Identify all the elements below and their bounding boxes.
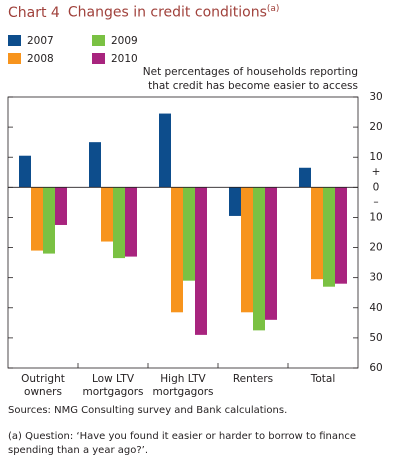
legend-label: 2007 xyxy=(27,35,54,47)
y-tick-label: 50 xyxy=(369,332,382,344)
axis-note: Net percentages of households reporting xyxy=(143,66,358,78)
bar xyxy=(299,167,311,188)
footnote: (a) Question: ‘Have you found it easier … xyxy=(8,431,356,456)
x-tick-label: High LTV mortgagors xyxy=(152,373,214,398)
axis-sign: + xyxy=(372,166,381,178)
legend-label: 2009 xyxy=(111,35,138,47)
axis-note: that credit has become easier to access xyxy=(148,80,358,92)
bar xyxy=(101,187,113,242)
x-tick-label: Low LTV mortgagors xyxy=(82,373,144,398)
y-tick-label: 10 xyxy=(369,151,382,163)
sources: Sources: NMG Consulting survey and Bank … xyxy=(8,405,288,416)
bar xyxy=(171,187,183,313)
bar xyxy=(335,187,347,284)
bar xyxy=(55,187,67,225)
y-tick-label: 30 xyxy=(369,272,382,284)
bar xyxy=(19,155,31,188)
bar xyxy=(159,113,171,188)
chart-title: Chart 4 Changes in credit conditions(a) xyxy=(8,4,279,21)
chart-number: Chart 4 xyxy=(8,4,60,21)
y-tick-label: 0 xyxy=(373,181,380,193)
chart: Net percentages of households reporting … xyxy=(7,35,383,374)
axis-sign: – xyxy=(373,196,378,208)
y-tick-label: 30 xyxy=(369,91,382,103)
bar xyxy=(113,187,125,259)
bar xyxy=(183,187,195,281)
bar xyxy=(31,187,43,251)
legend-label: 2010 xyxy=(111,53,138,65)
title-text: Changes in credit conditions xyxy=(67,4,267,21)
plot-frame xyxy=(7,96,359,369)
x-tick-label: Total xyxy=(310,373,336,385)
bar xyxy=(253,187,265,331)
bar xyxy=(43,187,55,254)
bar xyxy=(311,187,323,280)
x-tick-label: Renters xyxy=(232,373,274,385)
legend-swatch xyxy=(8,35,21,46)
y-tick-label: 10 xyxy=(369,211,382,223)
legend-swatch xyxy=(92,53,105,64)
y-tick-label: 20 xyxy=(369,121,382,133)
legend-label: 2008 xyxy=(27,53,54,65)
x-tick-label: Outright owners xyxy=(21,373,65,398)
y-tick-label: 60 xyxy=(369,362,382,374)
legend-swatch xyxy=(8,53,21,64)
bar xyxy=(265,187,277,320)
y-tick-label: 20 xyxy=(369,242,382,254)
bar xyxy=(241,187,253,313)
bar xyxy=(229,187,241,216)
title-footnote-mark: (a) xyxy=(266,4,280,14)
bar xyxy=(195,187,207,335)
bar xyxy=(323,187,335,287)
bar xyxy=(125,187,137,257)
bar xyxy=(89,142,101,188)
legend-swatch xyxy=(92,35,105,46)
y-tick-label: 40 xyxy=(369,302,382,314)
